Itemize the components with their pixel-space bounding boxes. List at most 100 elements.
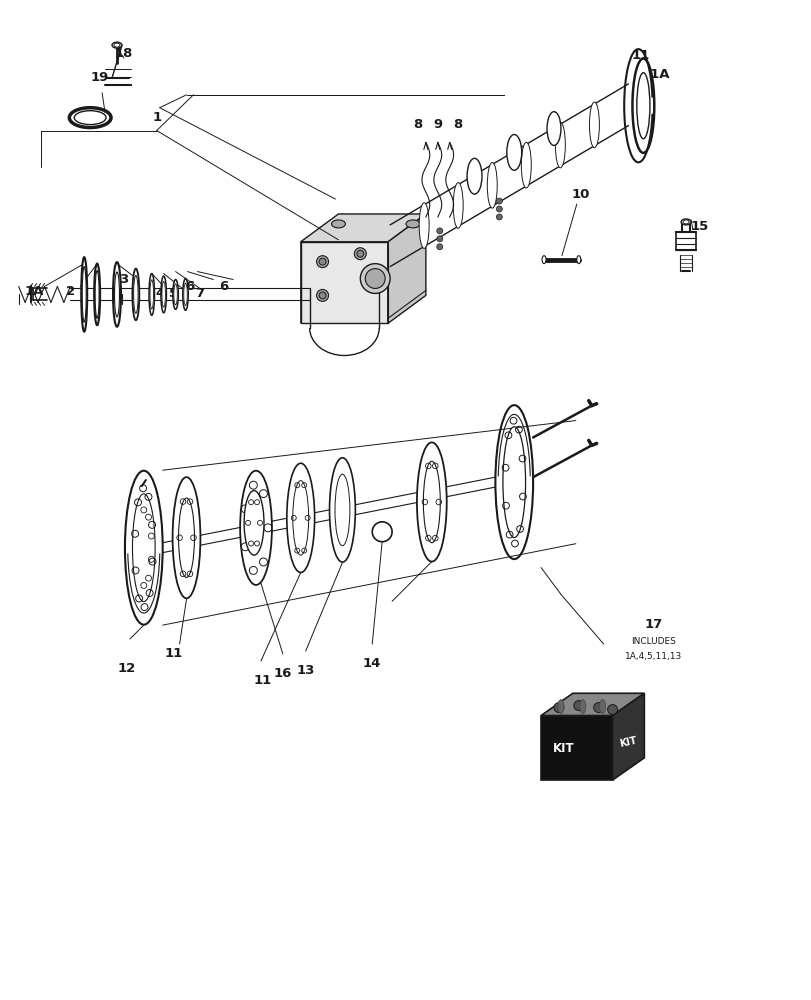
Text: 10: 10: [571, 188, 590, 201]
Ellipse shape: [182, 279, 188, 310]
Text: 11: 11: [165, 647, 182, 660]
Ellipse shape: [244, 491, 264, 555]
Ellipse shape: [547, 112, 560, 145]
Ellipse shape: [636, 73, 649, 139]
Ellipse shape: [316, 289, 328, 301]
Polygon shape: [540, 716, 611, 780]
Circle shape: [371, 522, 392, 542]
Text: 18: 18: [114, 47, 133, 60]
Ellipse shape: [173, 477, 200, 598]
Text: 6: 6: [185, 280, 194, 293]
Circle shape: [593, 703, 603, 713]
Ellipse shape: [178, 498, 194, 577]
Text: 16: 16: [273, 667, 292, 680]
Ellipse shape: [149, 274, 154, 315]
Polygon shape: [388, 214, 425, 323]
Ellipse shape: [542, 256, 545, 264]
Ellipse shape: [356, 250, 363, 257]
Ellipse shape: [114, 43, 120, 47]
Ellipse shape: [94, 264, 100, 325]
Circle shape: [573, 701, 583, 711]
Text: 8: 8: [453, 118, 461, 131]
Text: 7: 7: [195, 287, 204, 300]
Ellipse shape: [506, 135, 521, 170]
Polygon shape: [611, 693, 644, 780]
Ellipse shape: [557, 700, 563, 714]
Text: 17: 17: [643, 618, 662, 631]
Text: 5: 5: [169, 287, 178, 300]
Text: 11: 11: [254, 674, 272, 687]
Circle shape: [496, 198, 502, 204]
Ellipse shape: [555, 122, 564, 168]
Circle shape: [496, 214, 502, 220]
Ellipse shape: [682, 220, 689, 224]
Ellipse shape: [95, 271, 99, 318]
Ellipse shape: [82, 267, 86, 322]
Ellipse shape: [81, 257, 87, 332]
Ellipse shape: [632, 59, 654, 153]
Ellipse shape: [114, 272, 119, 317]
Ellipse shape: [354, 248, 366, 260]
Ellipse shape: [161, 282, 165, 307]
Polygon shape: [300, 214, 425, 242]
Ellipse shape: [495, 405, 533, 559]
Ellipse shape: [365, 269, 384, 288]
Ellipse shape: [319, 258, 326, 265]
Text: 11: 11: [630, 49, 649, 62]
Ellipse shape: [113, 262, 121, 327]
Ellipse shape: [680, 219, 690, 225]
Ellipse shape: [416, 442, 446, 562]
Ellipse shape: [335, 474, 350, 546]
Ellipse shape: [521, 142, 530, 188]
Text: 11A: 11A: [642, 68, 670, 81]
Ellipse shape: [316, 256, 328, 268]
Ellipse shape: [173, 280, 178, 309]
Ellipse shape: [423, 461, 440, 543]
Circle shape: [607, 705, 617, 715]
Polygon shape: [540, 693, 644, 716]
Text: 8: 8: [413, 118, 422, 131]
Ellipse shape: [418, 203, 428, 248]
Ellipse shape: [74, 111, 106, 125]
Circle shape: [496, 206, 502, 212]
Ellipse shape: [183, 283, 187, 306]
Ellipse shape: [319, 292, 326, 299]
Polygon shape: [300, 242, 388, 323]
Text: INCLUDES: INCLUDES: [630, 637, 675, 646]
Text: 1: 1: [152, 111, 161, 124]
Ellipse shape: [487, 162, 496, 208]
Ellipse shape: [502, 427, 525, 538]
Text: 9: 9: [433, 118, 442, 131]
Text: 15: 15: [690, 220, 708, 233]
Text: 2: 2: [66, 285, 75, 298]
Text: 19: 19: [91, 71, 109, 84]
Text: 6: 6: [218, 280, 228, 293]
Ellipse shape: [69, 108, 111, 128]
Ellipse shape: [331, 220, 345, 228]
Ellipse shape: [360, 264, 389, 293]
Circle shape: [436, 228, 442, 234]
Ellipse shape: [576, 256, 580, 264]
Ellipse shape: [589, 102, 599, 148]
Ellipse shape: [579, 700, 585, 714]
Text: 14: 14: [363, 657, 381, 670]
Ellipse shape: [466, 158, 482, 194]
Circle shape: [553, 703, 563, 713]
Ellipse shape: [240, 471, 272, 585]
Ellipse shape: [150, 280, 153, 309]
Circle shape: [436, 236, 442, 242]
Ellipse shape: [453, 183, 462, 228]
Ellipse shape: [293, 481, 308, 555]
Text: KIT: KIT: [618, 736, 637, 749]
Ellipse shape: [132, 269, 139, 320]
Circle shape: [436, 244, 442, 250]
Ellipse shape: [599, 700, 605, 714]
Ellipse shape: [132, 494, 155, 602]
Text: 12: 12: [118, 662, 136, 675]
Ellipse shape: [174, 284, 177, 305]
Ellipse shape: [112, 42, 122, 48]
Text: 3: 3: [119, 273, 128, 286]
Ellipse shape: [329, 458, 355, 562]
Text: 13: 13: [296, 664, 315, 677]
Ellipse shape: [134, 276, 138, 313]
